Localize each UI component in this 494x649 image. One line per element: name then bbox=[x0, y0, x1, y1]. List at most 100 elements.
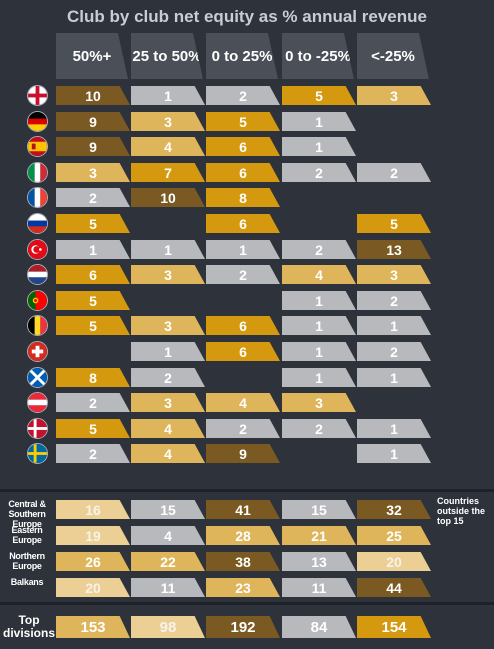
table-cell: 5 bbox=[56, 214, 130, 233]
table-cell: 2 bbox=[56, 444, 130, 463]
table-cell: 1 bbox=[282, 291, 356, 310]
table-cell: 2 bbox=[206, 265, 280, 284]
table-cell: 3 bbox=[282, 393, 356, 412]
denmark-flag-icon bbox=[27, 418, 48, 439]
table-cell: 2 bbox=[206, 419, 280, 438]
table-cell: 9 bbox=[56, 112, 130, 131]
table-cell: 32 bbox=[357, 500, 431, 519]
table-cell: 11 bbox=[282, 578, 356, 597]
table-cell: 9 bbox=[56, 137, 130, 156]
table-cell: 10 bbox=[56, 86, 130, 105]
table-cell: 5 bbox=[56, 316, 130, 335]
table-cell: 1 bbox=[282, 316, 356, 335]
table-cell: 6 bbox=[206, 316, 280, 335]
table-cell: 10 bbox=[131, 188, 205, 207]
table-cell: 4 bbox=[131, 526, 205, 545]
spain-flag-icon bbox=[27, 136, 48, 157]
table-cell: 1 bbox=[282, 112, 356, 131]
table-cell: 2 bbox=[282, 240, 356, 259]
table-cell: 1 bbox=[357, 368, 431, 387]
belgium-flag-icon bbox=[27, 315, 48, 336]
table-cell: 3 bbox=[131, 112, 205, 131]
germany-flag-icon bbox=[27, 111, 48, 132]
table-cell: 44 bbox=[357, 578, 431, 597]
column-header: 0 to 25% bbox=[206, 33, 278, 79]
column-header: <-25% bbox=[357, 33, 429, 79]
table-cell: 1 bbox=[357, 419, 431, 438]
table-cell: 13 bbox=[357, 240, 431, 259]
section-divider bbox=[0, 602, 494, 605]
portugal-flag-icon bbox=[27, 290, 48, 311]
table-cell: 1 bbox=[357, 444, 431, 463]
table-cell: 15 bbox=[131, 500, 205, 519]
column-header: 25 to 50% bbox=[131, 33, 203, 79]
table-cell: 5 bbox=[282, 86, 356, 105]
sweden-flag-icon bbox=[27, 443, 48, 464]
table-cell: 15 bbox=[282, 500, 356, 519]
france-flag-icon bbox=[27, 187, 48, 208]
table-cell: 6 bbox=[206, 137, 280, 156]
table-cell: 41 bbox=[206, 500, 280, 519]
table-cell: 1 bbox=[282, 137, 356, 156]
table-cell: 4 bbox=[131, 444, 205, 463]
table-cell: 1 bbox=[131, 342, 205, 361]
table-cell: 2 bbox=[357, 342, 431, 361]
table-cell: 4 bbox=[282, 265, 356, 284]
table-cell: 8 bbox=[206, 188, 280, 207]
table-cell: 1 bbox=[131, 240, 205, 259]
england-flag-icon bbox=[27, 85, 48, 106]
table-cell: 3 bbox=[131, 393, 205, 412]
table-cell: 8 bbox=[56, 368, 130, 387]
table-cell: 2 bbox=[282, 419, 356, 438]
total-row-label: Top divisions bbox=[2, 613, 55, 640]
column-header: 0 to -25% bbox=[282, 33, 354, 79]
table-cell: 5 bbox=[357, 214, 431, 233]
table-cell: 84 bbox=[282, 616, 356, 638]
table-cell: 154 bbox=[357, 616, 431, 638]
table-cell: 2 bbox=[56, 188, 130, 207]
austria-flag-icon bbox=[27, 392, 48, 413]
table-cell: 1 bbox=[282, 368, 356, 387]
table-cell: 2 bbox=[56, 393, 130, 412]
table-cell: 6 bbox=[206, 163, 280, 182]
table-cell: 20 bbox=[357, 552, 431, 571]
table-cell: 28 bbox=[206, 526, 280, 545]
table-cell: 2 bbox=[357, 291, 431, 310]
netherlands-flag-icon bbox=[27, 264, 48, 285]
table-cell: 3 bbox=[56, 163, 130, 182]
table-cell: 3 bbox=[131, 265, 205, 284]
table-cell: 2 bbox=[206, 86, 280, 105]
table-cell: 2 bbox=[282, 163, 356, 182]
table-cell: 19 bbox=[56, 526, 130, 545]
table-cell: 13 bbox=[282, 552, 356, 571]
table-cell: 192 bbox=[206, 616, 280, 638]
table-cell: 2 bbox=[357, 163, 431, 182]
scotland-flag-icon bbox=[27, 367, 48, 388]
table-cell: 1 bbox=[206, 240, 280, 259]
russia-flag-icon bbox=[27, 213, 48, 234]
table-cell: 153 bbox=[56, 616, 130, 638]
table-cell: 98 bbox=[131, 616, 205, 638]
table-cell: 5 bbox=[206, 112, 280, 131]
table-cell: 5 bbox=[56, 291, 130, 310]
turkey-flag-icon bbox=[27, 239, 48, 260]
table-cell: 6 bbox=[56, 265, 130, 284]
table-cell: 6 bbox=[206, 214, 280, 233]
table-cell: 26 bbox=[56, 552, 130, 571]
table-cell: 2 bbox=[131, 368, 205, 387]
table-cell: 4 bbox=[131, 137, 205, 156]
region-label: Northern Europe bbox=[9, 551, 45, 571]
chart-title: Club by club net equity as % annual reve… bbox=[67, 7, 427, 26]
table-cell: 1 bbox=[131, 86, 205, 105]
table-cell: 22 bbox=[131, 552, 205, 571]
table-cell: 3 bbox=[357, 265, 431, 284]
table-cell: 38 bbox=[206, 552, 280, 571]
table-cell: 1 bbox=[56, 240, 130, 259]
table-cell: 4 bbox=[131, 419, 205, 438]
table-cell: 1 bbox=[282, 342, 356, 361]
table-cell: 6 bbox=[206, 342, 280, 361]
table-cell: 3 bbox=[131, 316, 205, 335]
region-label: Eastern Europe bbox=[11, 525, 43, 545]
table-cell: 4 bbox=[206, 393, 280, 412]
regions-note: Countries outside the top 15 bbox=[437, 496, 486, 526]
